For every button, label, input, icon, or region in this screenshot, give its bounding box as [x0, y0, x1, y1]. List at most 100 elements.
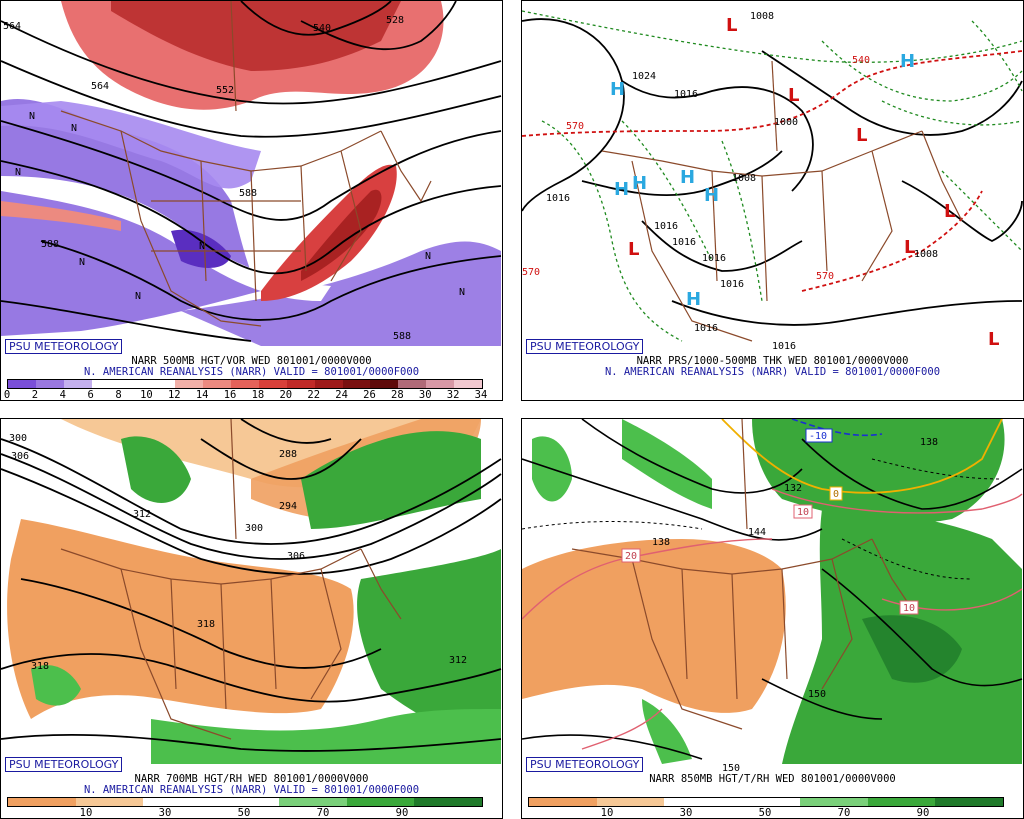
- colorbar-segment: [8, 380, 36, 388]
- map-label: N: [425, 251, 431, 262]
- high-pressure-marker: H: [680, 167, 695, 188]
- map-label: 1016: [654, 221, 678, 232]
- rh-moist-west: [31, 665, 81, 706]
- map-label: 1000: [774, 117, 798, 128]
- map-label: 150: [808, 689, 826, 700]
- colorbar-segment: [75, 798, 144, 806]
- isotherm-label: 10: [797, 507, 809, 518]
- panel-500mb-vorticity: 564 540 528 552 564 588 588 588 N N N N …: [0, 0, 503, 401]
- map-label: 138: [652, 537, 670, 548]
- high-pressure-marker: H: [686, 289, 701, 310]
- colorbar-segment: [278, 798, 347, 806]
- colorbar-tick-label: 32: [446, 389, 460, 401]
- colorbar-tick-label: 70: [837, 807, 851, 819]
- panel-caption-valid: N. AMERICAN REANALYSIS (NARR) VALID = 80…: [83, 366, 420, 378]
- map-label: 540: [852, 55, 870, 66]
- low-pressure-marker: L: [726, 15, 737, 36]
- map-label: 588: [239, 188, 257, 199]
- map-label: 570: [566, 121, 584, 132]
- high-pressure-marker: H: [610, 79, 625, 100]
- rh-moist-north: [121, 436, 191, 503]
- map-label: 144: [748, 527, 766, 538]
- map-label: 1016: [694, 323, 718, 334]
- colorbar-segment: [231, 380, 259, 388]
- colorbar-segment: [664, 798, 733, 806]
- colorbar-segment: [596, 798, 665, 806]
- colorbar-segment: [799, 798, 868, 806]
- high-pressure-marker: H: [614, 179, 629, 200]
- colorbar-segment: [454, 380, 482, 388]
- colorbar-tick-label: 4: [59, 389, 66, 401]
- vort-red-front: [261, 164, 397, 301]
- colorbar-tick-label: 14: [195, 389, 209, 401]
- map-label: N: [15, 167, 21, 178]
- colorbar-tick-label: 16: [223, 389, 237, 401]
- colorbar-tick-label: 18: [251, 389, 265, 401]
- low-pressure-marker: L: [944, 201, 955, 222]
- map-label: 1024: [632, 71, 656, 82]
- vort-red-sw: [1, 201, 121, 231]
- high-pressure-marker: H: [704, 185, 719, 206]
- isotherm-label: 0: [833, 489, 839, 500]
- panel-700mb-rh: 300 306 288 294 300 306 312 318 318 312 …: [0, 418, 503, 819]
- map-label: 1008: [750, 11, 774, 22]
- map-label: N: [71, 123, 77, 134]
- colorbar-tick-label: 2: [31, 389, 39, 401]
- colorbar-segment: [398, 380, 427, 388]
- psu-meteorology-badge: PSU METEOROLOGY: [526, 339, 644, 354]
- colorbar-tick-label: 10: [140, 389, 153, 401]
- rh-colorbar-ticks: 10 30 50 70 90: [7, 807, 481, 819]
- colorbar-segment: [286, 380, 315, 388]
- map-label: 318: [31, 661, 49, 672]
- colorbar-tick-label: 24: [335, 389, 348, 401]
- map-label: 564: [91, 81, 109, 92]
- psu-meteorology-badge: PSU METEOROLOGY: [526, 757, 644, 772]
- map-label: 1016: [674, 89, 698, 100]
- map-label: 552: [216, 85, 234, 96]
- colorbar-segment: [91, 380, 120, 388]
- colorbar-tick-label: 6: [87, 389, 94, 401]
- low-pressure-marker: L: [904, 237, 915, 258]
- map-label: 564: [3, 21, 21, 32]
- rh-colorbar: [7, 797, 483, 807]
- high-pressure-marker: H: [632, 173, 647, 194]
- map-label: 312: [449, 655, 467, 666]
- colorbar-tick-label: 34: [474, 389, 488, 401]
- colorbar-tick-label: 90: [395, 807, 409, 819]
- psu-meteorology-badge: PSU METEOROLOGY: [5, 757, 123, 772]
- isotherm-label: 20: [625, 551, 637, 562]
- colorbar-segment: [935, 798, 1003, 806]
- vort-white-channel: [1, 176, 331, 301]
- colorbar-segment: [867, 798, 936, 806]
- panel-caption-valid: N. AMERICAN REANALYSIS (NARR) VALID = 80…: [604, 366, 941, 378]
- colorbar-segment: [175, 380, 204, 388]
- map-label: 288: [279, 449, 297, 460]
- colorbar-tick-label: 30: [158, 807, 172, 819]
- map-label: 306: [287, 551, 305, 562]
- colorbar-tick-label: 12: [167, 389, 181, 401]
- isotherm-label: -10: [809, 431, 827, 442]
- map-label: 1016: [702, 253, 726, 264]
- colorbar-tick-label: 28: [391, 389, 404, 401]
- colorbar-tick-label: 22: [307, 389, 321, 401]
- low-pressure-marker: L: [788, 85, 799, 106]
- map-label: 570: [522, 267, 540, 278]
- vort-red-north-core: [111, 1, 401, 71]
- high-pressure-marker: H: [900, 51, 915, 72]
- colorbar-tick-label: 90: [916, 807, 930, 819]
- map-label: 1016: [672, 237, 696, 248]
- panel-caption-title: NARR 500MB HGT/VOR WED 801001/0000V000: [131, 355, 372, 367]
- map-label: 540: [313, 23, 331, 34]
- colorbar-segment: [211, 798, 279, 806]
- rh-moist-northeast: [301, 431, 481, 529]
- panel-surface-pressure-thickness: 1008 1024 1016 1016 1016 1016 1016 1016 …: [521, 0, 1024, 401]
- colorbar-segment: [314, 380, 343, 388]
- map-label: N: [459, 287, 465, 298]
- colorbar-tick-label: 30: [679, 807, 693, 819]
- colorbar-segment: [119, 380, 148, 388]
- vort-purple-core: [171, 229, 231, 268]
- map-label: 1008: [914, 249, 938, 260]
- rh-dry-region: [522, 539, 786, 713]
- rh-colorbar: [528, 797, 1004, 807]
- colorbar-tick-label: 26: [363, 389, 376, 401]
